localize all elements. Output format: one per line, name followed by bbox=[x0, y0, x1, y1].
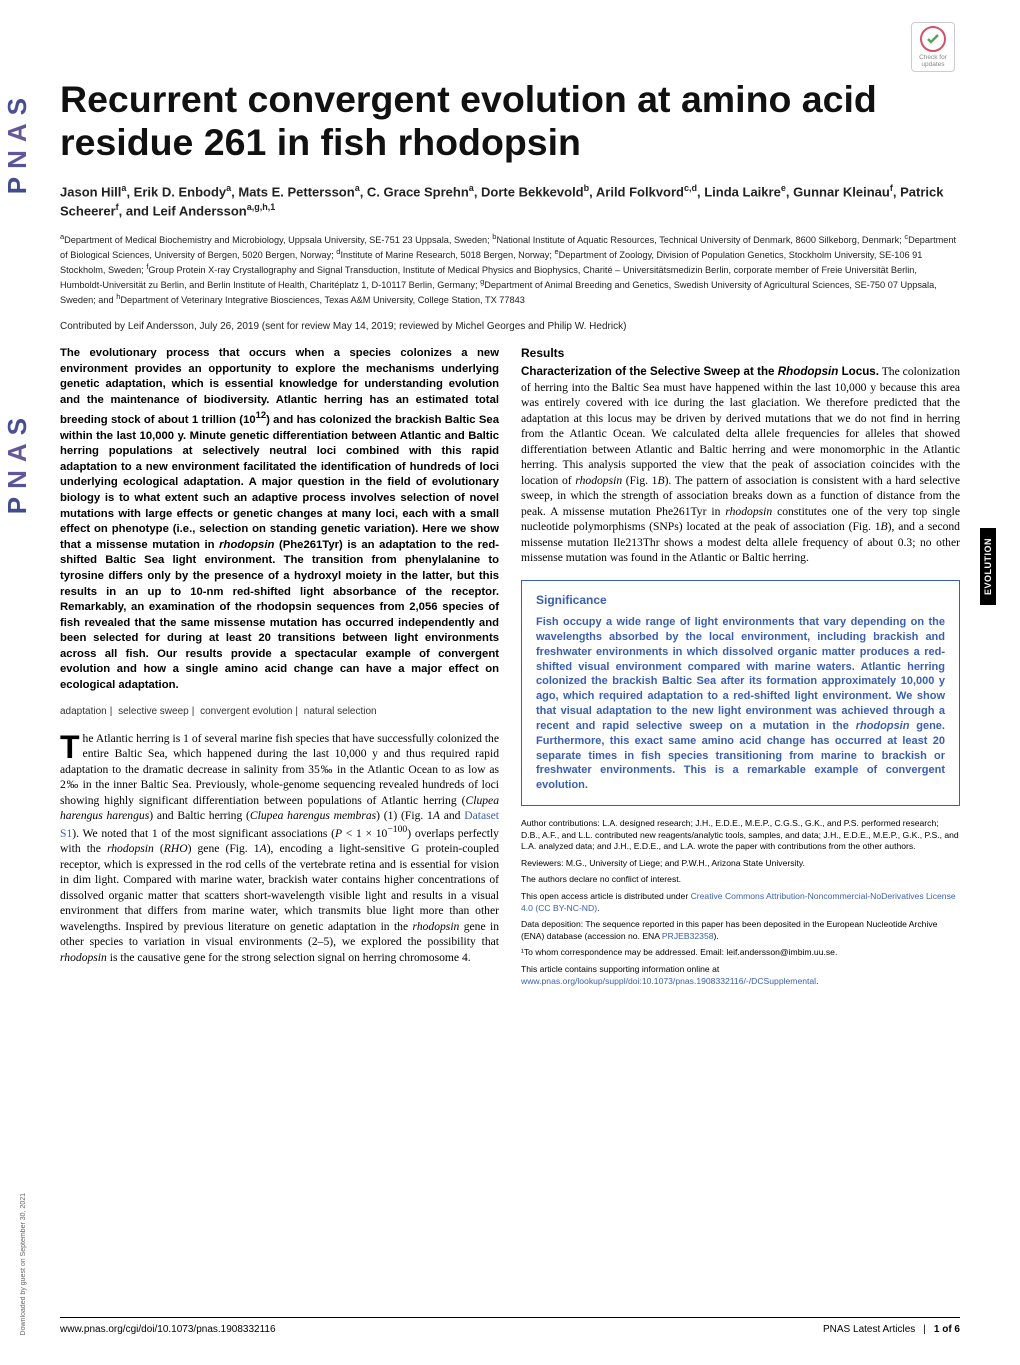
corresponding-author: ¹To whom correspondence may be addressed… bbox=[521, 947, 960, 959]
reviewers: Reviewers: M.G., University of Liege; an… bbox=[521, 858, 960, 870]
pnas-logo: PNAS bbox=[2, 410, 33, 514]
footer-journal: PNAS Latest Articles bbox=[823, 1324, 915, 1335]
significance-box: Significance Fish occupy a wide range of… bbox=[521, 580, 960, 806]
results-subheading: Characterization of the Selective Sweep … bbox=[521, 365, 879, 378]
supplementary-info: This article contains supporting informa… bbox=[521, 964, 960, 987]
conflict-statement: The authors declare no conflict of inter… bbox=[521, 874, 960, 886]
significance-text: Fish occupy a wide range of light enviro… bbox=[536, 615, 945, 793]
keyword: natural selection bbox=[304, 706, 377, 717]
section-label: EVOLUTION bbox=[980, 528, 996, 605]
abstract: The evolutionary process that occurs whe… bbox=[60, 346, 499, 693]
keyword: adaptation bbox=[60, 706, 107, 717]
badge-text: updates bbox=[921, 61, 944, 68]
contributed-line: Contributed by Leif Andersson, July 26, … bbox=[60, 321, 960, 332]
results-body: Characterization of the Selective Sweep … bbox=[521, 364, 960, 566]
separator: | bbox=[923, 1324, 926, 1335]
results-heading: Results bbox=[521, 346, 960, 360]
page-footer: www.pnas.org/cgi/doi/10.1073/pnas.190833… bbox=[60, 1317, 960, 1335]
check-updates-badge[interactable]: Check forupdates bbox=[911, 22, 955, 72]
affiliations: aDepartment of Medical Biochemistry and … bbox=[60, 232, 960, 307]
article-title: Recurrent convergent evolution at amino … bbox=[60, 78, 960, 164]
intro-paragraph: The Atlantic herring is 1 of several mar… bbox=[60, 731, 499, 966]
author-contributions: Author contributions: L.A. designed rese… bbox=[521, 818, 960, 853]
footer-page: 1 of 6 bbox=[934, 1324, 960, 1335]
download-note: Downloaded by guest on September 30, 202… bbox=[20, 1193, 27, 1335]
significance-title: Significance bbox=[536, 593, 945, 607]
footnotes: Author contributions: L.A. designed rese… bbox=[521, 818, 960, 987]
keywords: adaptation| selective sweep| convergent … bbox=[60, 706, 499, 717]
license: This open access article is distributed … bbox=[521, 891, 960, 914]
badge-text: Check for bbox=[919, 54, 947, 61]
left-column: The evolutionary process that occurs whe… bbox=[60, 346, 499, 992]
footer-doi: www.pnas.org/cgi/doi/10.1073/pnas.190833… bbox=[60, 1324, 276, 1335]
check-updates-icon bbox=[920, 26, 946, 52]
keyword: selective sweep bbox=[118, 706, 189, 717]
dropcap: T bbox=[60, 731, 83, 760]
journal-sidebar: PNAS PNAS Downloaded by guest on Septemb… bbox=[0, 0, 32, 1365]
pnas-logo: PNAS bbox=[2, 90, 33, 194]
keyword: convergent evolution bbox=[200, 706, 292, 717]
right-column: Results Characterization of the Selectiv… bbox=[521, 346, 960, 992]
data-deposition: Data deposition: The sequence reported i… bbox=[521, 919, 960, 942]
page-content: Recurrent convergent evolution at amino … bbox=[60, 78, 960, 992]
authors: Jason Hilla, Erik D. Enbodya, Mats E. Pe… bbox=[60, 182, 960, 220]
